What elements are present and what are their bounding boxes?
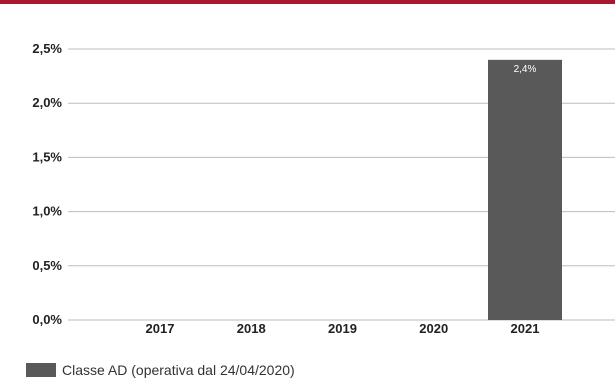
- legend-swatch: [26, 363, 56, 377]
- y-tick-label: 2,5%: [32, 41, 62, 56]
- x-tick-label: 2019: [328, 321, 357, 336]
- top-accent-bar: [0, 0, 615, 4]
- y-tick-label: 0,0%: [32, 312, 62, 327]
- data-label-2021: 2,4%: [514, 64, 537, 75]
- bar-2021: [488, 59, 562, 321]
- legend-label: Classe AD (operativa dal 24/04/2020): [62, 362, 295, 378]
- x-tick-label: 2021: [511, 321, 540, 336]
- x-tick-label: 2018: [237, 321, 266, 336]
- y-tick-label: 0,5%: [32, 258, 62, 273]
- y-tick-label: 2,0%: [32, 95, 62, 110]
- x-tick-label: 2017: [146, 321, 175, 336]
- y-tick-label: 1,0%: [32, 204, 62, 219]
- y-tick-label: 1,5%: [32, 149, 62, 164]
- x-tick-label: 2020: [419, 321, 448, 336]
- legend: Classe AD (operativa dal 24/04/2020): [26, 362, 295, 378]
